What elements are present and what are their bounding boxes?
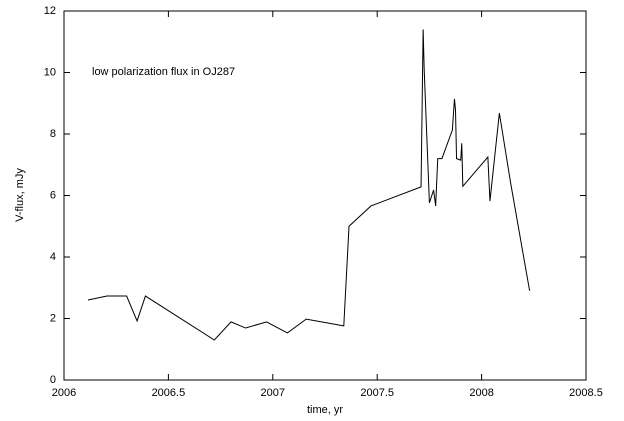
y-tick-label: 6: [50, 189, 56, 201]
x-tick-label: 2006: [52, 387, 76, 399]
annotation: low polarization flux in OJ287: [92, 66, 235, 78]
y-tick-label: 8: [50, 128, 56, 140]
x-tick-label: 2007: [261, 387, 285, 399]
x-tick-label: 2007.5: [360, 387, 394, 399]
y-tick-label: 0: [50, 374, 56, 386]
x-tick-label: 2006.5: [152, 387, 186, 399]
x-tick-label: 2008: [469, 387, 493, 399]
x-axis-label: time, yr: [307, 404, 343, 416]
data-line: [87, 29, 531, 341]
x-tick-label: 2008.5: [569, 387, 603, 399]
y-tick-label: 2: [50, 312, 56, 324]
y-axis-label: V-flux, mJy: [14, 168, 26, 222]
y-tick-label: 4: [50, 251, 56, 263]
y-tick-label: 12: [44, 5, 56, 17]
y-tick-label: 10: [44, 66, 56, 78]
